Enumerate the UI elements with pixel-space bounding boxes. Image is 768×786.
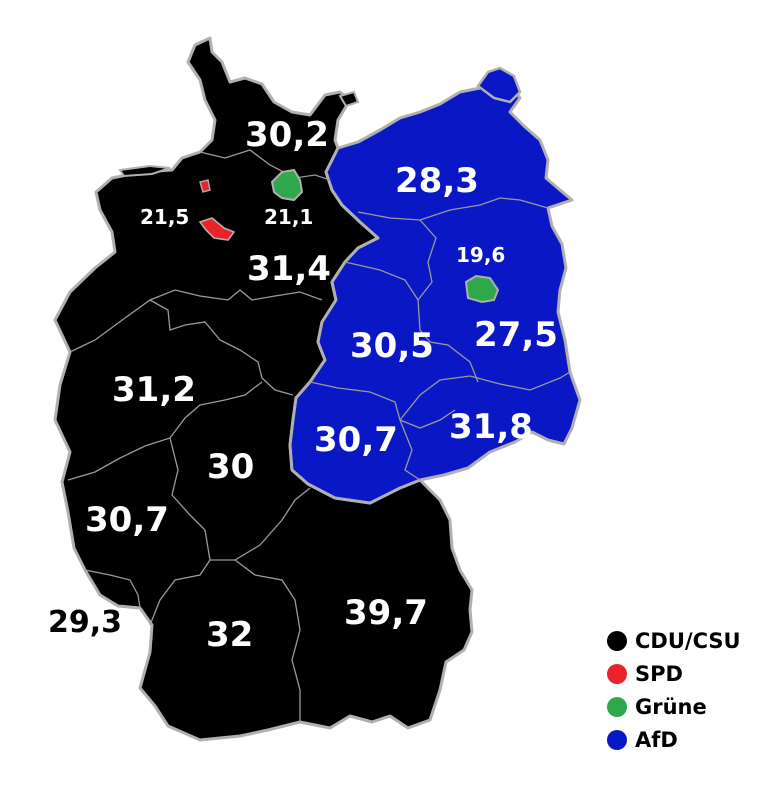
region-berlin	[464, 274, 500, 304]
value-niedersachsen: 31,4	[247, 249, 331, 289]
value-mecklenburg-vorpommern: 28,3	[395, 161, 479, 201]
legend-swatch-cdu-csu	[607, 631, 627, 651]
legend-label-afd: AfD	[635, 728, 678, 752]
legend: CDU/CSU SPD Grüne AfD	[607, 629, 741, 752]
region-bremerhaven	[199, 179, 211, 193]
legend-item-cdu-csu: CDU/CSU	[607, 629, 741, 653]
value-schleswig-holstein: 30,2	[245, 115, 329, 155]
region-hamburg	[270, 168, 304, 202]
value-nordrhein-westfalen: 31,2	[112, 370, 196, 410]
value-berlin: 19,6	[456, 243, 505, 267]
value-sachsen: 31,8	[449, 407, 533, 447]
value-thueringen: 30,7	[314, 420, 398, 460]
region-bremen	[198, 217, 236, 241]
value-rheinland-pfalz: 30,7	[85, 500, 169, 540]
legend-label-cdu-csu: CDU/CSU	[635, 629, 741, 653]
state-borders	[67, 149, 571, 722]
value-bayern: 39,7	[344, 593, 428, 633]
legend-item-afd: AfD	[607, 728, 678, 752]
value-baden-wuerttemberg: 32	[206, 615, 253, 655]
legend-item-spd: SPD	[607, 662, 683, 686]
legend-label-spd: SPD	[635, 662, 683, 686]
legend-label-gruene: Grüne	[635, 695, 707, 719]
region-fehmarn	[338, 90, 360, 108]
value-hamburg: 21,1	[264, 205, 313, 229]
region-frisian-islands	[118, 164, 171, 178]
value-hessen: 30	[207, 447, 254, 487]
legend-swatch-spd	[607, 664, 627, 684]
legend-swatch-afd	[607, 730, 627, 750]
value-bremen: 21,5	[140, 205, 189, 229]
value-saarland: 29,3	[48, 605, 122, 640]
region-ruegen	[476, 66, 522, 104]
value-sachsen-anhalt: 30,5	[350, 326, 434, 366]
value-brandenburg: 27,5	[474, 315, 558, 355]
legend-item-gruene: Grüne	[607, 695, 707, 719]
legend-swatch-gruene	[607, 697, 627, 717]
